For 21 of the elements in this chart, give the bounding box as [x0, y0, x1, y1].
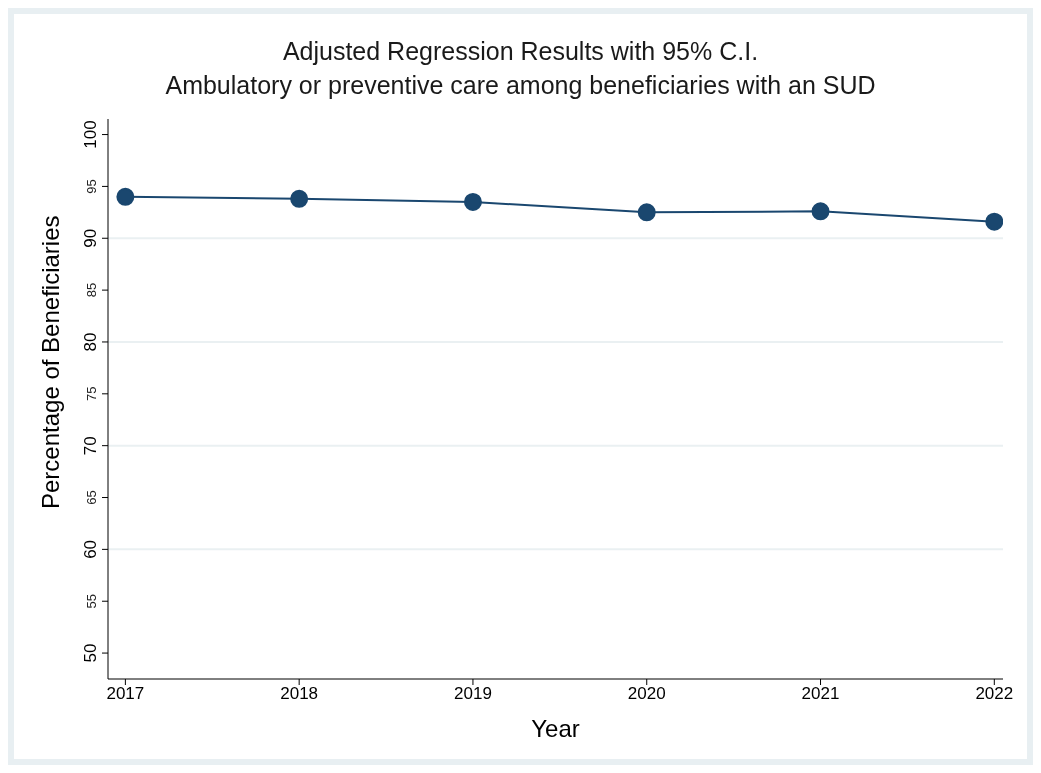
- x-tick-label: 2017: [106, 684, 145, 704]
- y-tick-label: 60: [81, 539, 100, 559]
- y-tick-label: 65: [84, 490, 99, 505]
- y-tick-label: 90: [81, 228, 100, 248]
- chart-subtitle: Ambulatory or preventive care among beneficiaries with an SUD: [164, 70, 877, 101]
- y-tick-label: 70: [81, 436, 100, 456]
- x-tick-label: 2020: [627, 684, 666, 704]
- y-tick-label: 50: [81, 643, 100, 663]
- y-tick-label: 100: [81, 120, 100, 149]
- chart-title: Adjusted Regression Results with 95% C.I.: [281, 36, 760, 67]
- x-tick-label: 2022: [975, 684, 1014, 704]
- y-tick-label: 95: [84, 179, 99, 194]
- x-axis-title: Year: [531, 715, 580, 742]
- x-tick-label: 2019: [454, 684, 492, 704]
- x-tick-label: 2018: [280, 684, 319, 704]
- x-tick-label: 2021: [801, 684, 840, 704]
- y-tick-label: 55: [84, 593, 99, 609]
- y-tick-label: 85: [84, 282, 99, 298]
- y-tick-label: 80: [81, 332, 100, 352]
- y-axis-title: Percentage of Beneficiaries: [36, 215, 64, 509]
- y-tick-label: 75: [84, 386, 99, 402]
